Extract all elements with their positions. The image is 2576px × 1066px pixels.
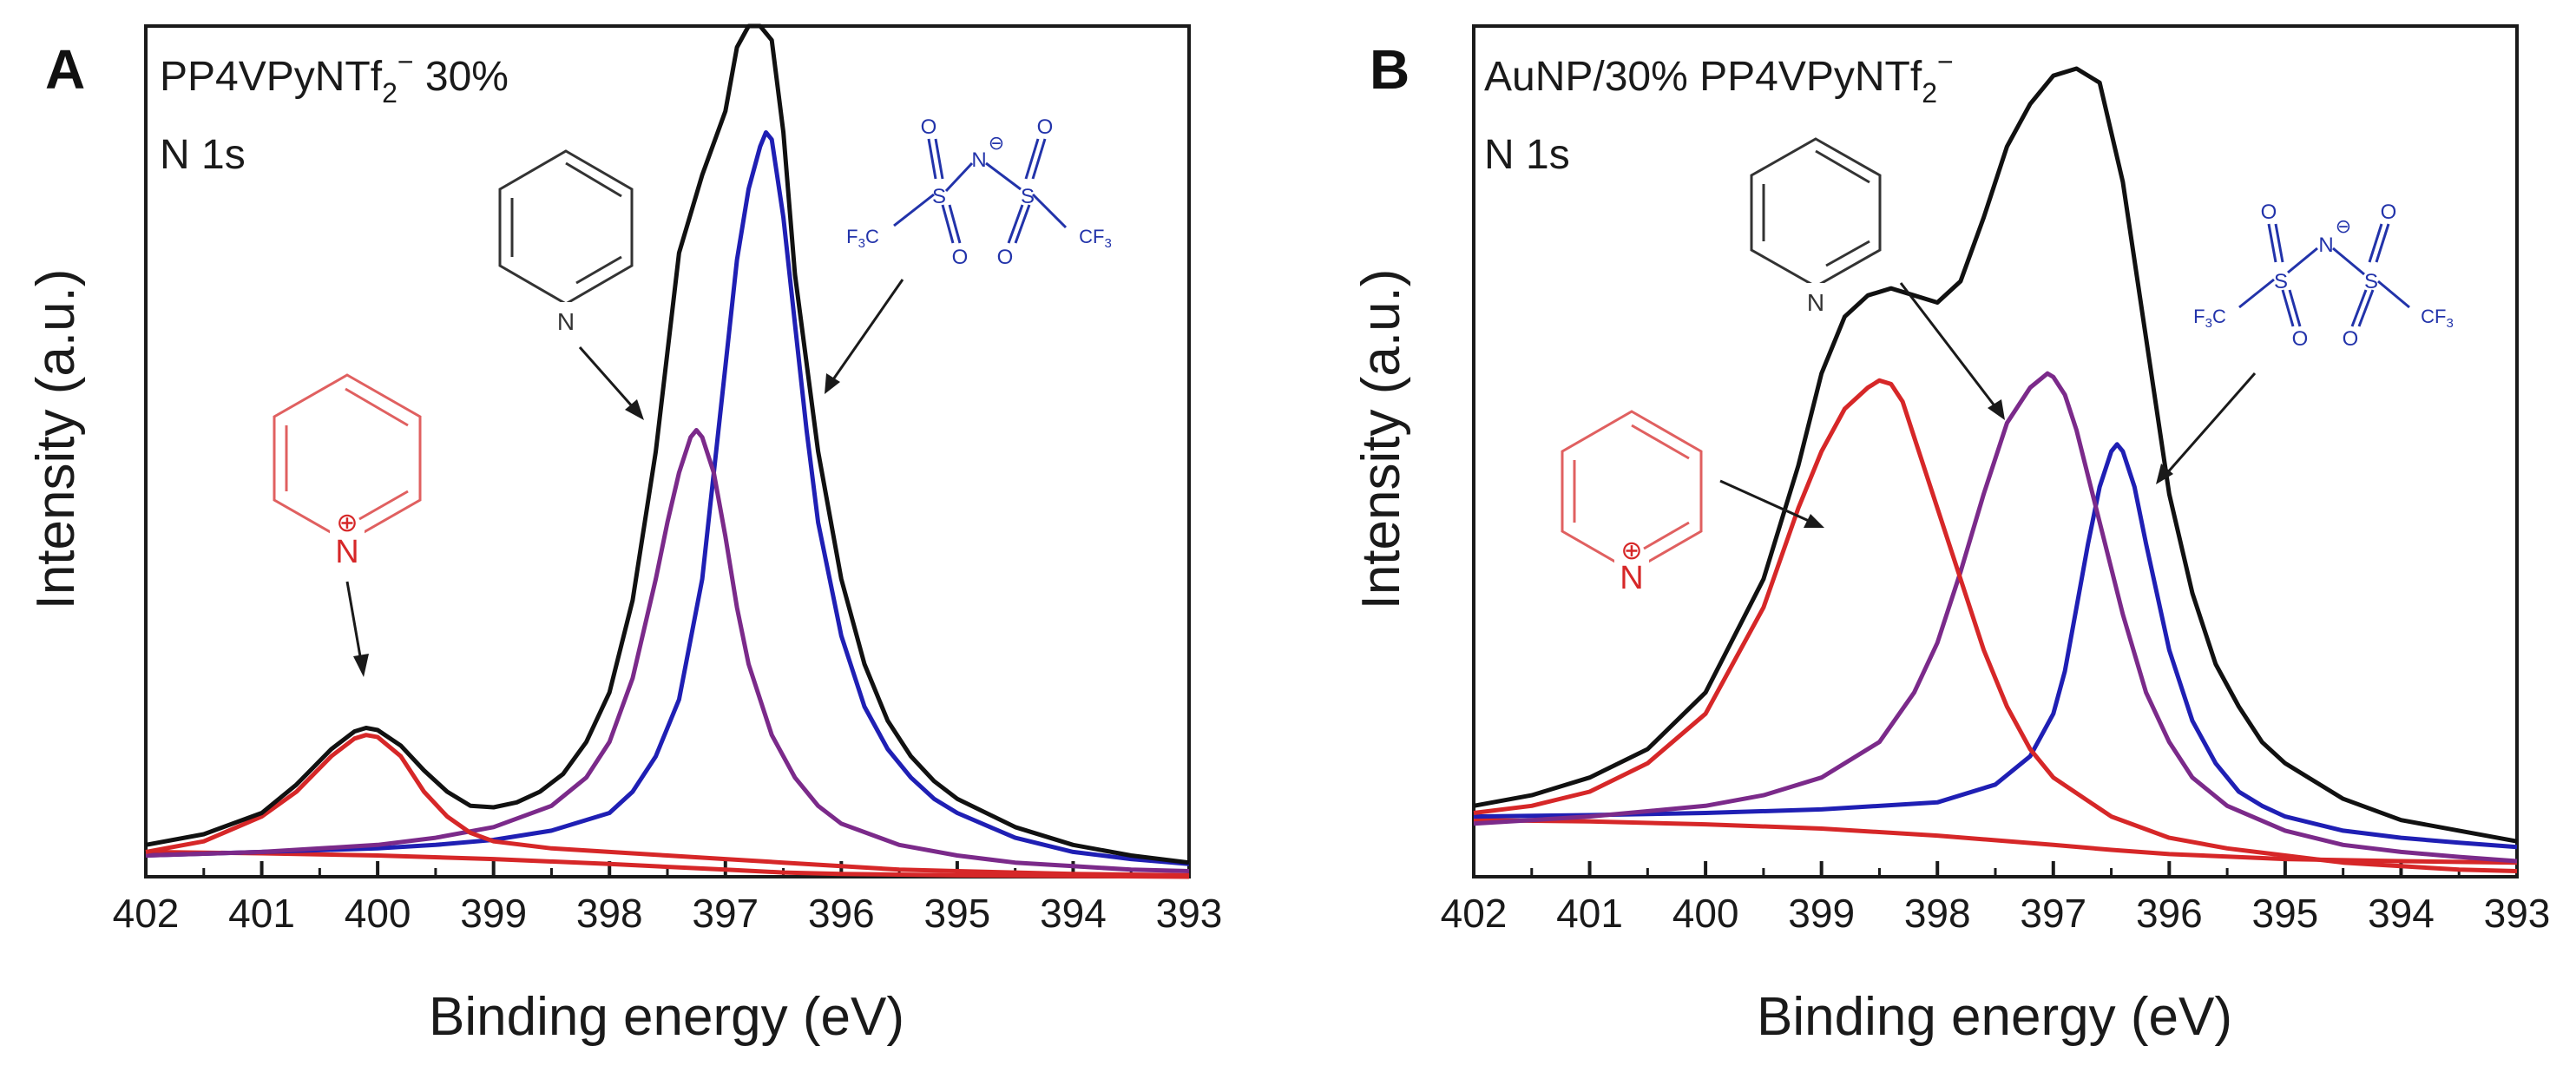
pyridinium-charge-label: ⊕ — [1620, 536, 1642, 565]
panel-b-xtick-label: 398 — [1904, 891, 1971, 936]
panel-b-annotation-title: AuNP/30% PP4VPyNTf2− — [1484, 46, 1954, 109]
ntf2-s-right-label: S — [2364, 270, 2378, 293]
ntf2-o-2-label: O — [2292, 327, 2309, 351]
panel-a-series-pyridine — [145, 428, 1190, 873]
pyridinium-n-label: N — [1620, 560, 1643, 596]
panel-a-molecules: N ⊕ N S S — [273, 115, 1112, 570]
panel-a-series-background — [145, 849, 1190, 879]
panel-b-molecules: N ⊕ N S S N — [1561, 137, 2454, 596]
panel-b-arrow-ntf2 — [2165, 372, 2257, 475]
pyridinium-structure-icon: N ⊕ — [273, 373, 422, 570]
panel-a-arrowhead-ntf2 — [825, 373, 840, 394]
panel-b-series-pyridinium — [1473, 378, 2518, 873]
panel-a-xtick-label: 402 — [113, 891, 180, 936]
ntf2-f3c-label: F3C — [846, 226, 879, 251]
panel-a-xtick-label: 393 — [1156, 891, 1223, 936]
ntf2-n-label: N — [2318, 234, 2333, 257]
pyridine-structure-icon: N — [498, 149, 634, 335]
panel-b-series-pyridine — [1473, 371, 2518, 864]
ntf2-o-3-label: O — [2381, 201, 2397, 224]
panel-a-xtick-label: 400 — [345, 891, 411, 936]
ntf2-s-left-label: S — [932, 185, 946, 208]
panel-b-xtick-label: 399 — [1788, 891, 1855, 936]
panel-a-xtick-label: 399 — [460, 891, 527, 936]
panel-b-ylabel: Intensity (a.u.) — [1351, 269, 1411, 610]
pyridine-n-label: N — [1807, 289, 1824, 316]
panel-b-arrowhead-pyridine — [1988, 399, 2005, 420]
panel-b-xtick-label: 401 — [1556, 891, 1623, 936]
panel-b-series-background — [1473, 818, 2518, 865]
panel-b-xtick-label: 394 — [2368, 891, 2435, 936]
panel-a-annotation-core-level: N 1s — [160, 132, 246, 178]
panel-a-annotation-title: PP4VPyNTf2− 30% — [160, 46, 509, 109]
ntf2-structure-icon: S S N ⊖ O O O O F3C CF3 — [2193, 201, 2454, 351]
panel-a-series-envelope — [145, 23, 1190, 865]
pyridinium-n-label: N — [335, 534, 358, 570]
ntf2-charge-label: ⊖ — [989, 132, 1004, 154]
panel-a-plot-area: 402 401 400 399 398 397 396 395 394 393 — [113, 23, 1223, 936]
panel-b-xtick-label: 400 — [1672, 891, 1739, 936]
panel-b-arrowhead-ntf2 — [2156, 464, 2173, 484]
panel-a-series-ntf2 — [145, 130, 1190, 866]
panel-b-annotation-core-level: N 1s — [1484, 132, 1570, 178]
panel-a-xtick-label: 401 — [228, 891, 295, 936]
panel-b-xtick-label: 393 — [2484, 891, 2551, 936]
panel-a-xtick-label: 397 — [692, 891, 759, 936]
panel-a: A Intensity (a.u.) Binding energy (eV) P… — [26, 23, 1223, 1047]
panel-a-xtick-label: 395 — [924, 891, 991, 936]
ntf2-structure-icon: S S N ⊖ O O O O F3C CF3 — [846, 115, 1112, 269]
panel-b-xtick-label: 402 — [1441, 891, 1508, 936]
ntf2-o-2-label: O — [952, 246, 969, 269]
panel-a-xtick-label: 398 — [576, 891, 643, 936]
panel-a-arrow-ntf2 — [830, 279, 904, 383]
panel-b-xtick-label: 395 — [2252, 891, 2319, 936]
ntf2-o-4-label: O — [997, 246, 1014, 269]
ntf2-cf3-label: CF3 — [2421, 306, 2454, 331]
panel-b-arrows — [1719, 282, 2257, 528]
panel-b-xlabel: Binding energy (eV) — [1757, 987, 2232, 1047]
panel-b-arrowhead-pyridinium — [1804, 514, 1824, 528]
panel-b-frame — [1472, 24, 2519, 878]
panel-a-arrows — [345, 279, 904, 677]
pyridinium-structure-icon: N ⊕ — [1561, 410, 1703, 596]
ntf2-o-1-label: O — [2261, 201, 2277, 224]
panel-a-xtick-label: 394 — [1040, 891, 1107, 936]
pyridinium-charge-label: ⊕ — [336, 509, 358, 537]
panel-b-xtick-label: 397 — [2020, 891, 2086, 936]
pyridine-n-label: N — [557, 308, 575, 335]
panel-b-plot-area: 402 401 400 399 398 397 396 395 394 393 — [1441, 24, 2551, 936]
ntf2-s-left-label: S — [2274, 270, 2288, 293]
panel-a-arrow-pyridine — [578, 346, 635, 409]
ntf2-o-3-label: O — [1037, 115, 1054, 139]
ntf2-o-4-label: O — [2343, 327, 2359, 351]
ntf2-f3c-label: F3C — [2193, 306, 2226, 331]
panel-a-arrow-pyridinium — [345, 581, 363, 662]
panel-a-arrowhead-pyridine — [625, 399, 644, 420]
panel-b-series-envelope — [1473, 66, 2518, 844]
panel-a-arrowhead-pyridinium — [353, 654, 369, 677]
ntf2-charge-label: ⊖ — [2336, 215, 2351, 237]
panel-b-arrow-pyridine — [1899, 282, 1998, 409]
ntf2-n-label: N — [971, 148, 986, 172]
panel-a-label: A — [45, 38, 85, 101]
panel-a-series-pyridinium — [145, 733, 1190, 878]
ntf2-o-1-label: O — [921, 115, 937, 139]
ntf2-s-right-label: S — [1021, 185, 1035, 208]
ntf2-cf3-label: CF3 — [1079, 226, 1112, 251]
panel-b: B Intensity (a.u.) Binding energy (eV) A… — [1351, 24, 2551, 1047]
panel-b-xtick-label: 396 — [2136, 891, 2203, 936]
panel-a-ylabel: Intensity (a.u.) — [26, 269, 86, 610]
panel-b-series-ntf2 — [1473, 442, 2518, 850]
panel-a-xtick-label: 396 — [808, 891, 875, 936]
panel-b-label: B — [1370, 38, 1410, 101]
panel-a-xlabel: Binding energy (eV) — [429, 987, 904, 1047]
panel-b-arrow-pyridinium — [1719, 479, 1810, 523]
pyridine-structure-icon: N — [1750, 137, 1882, 316]
